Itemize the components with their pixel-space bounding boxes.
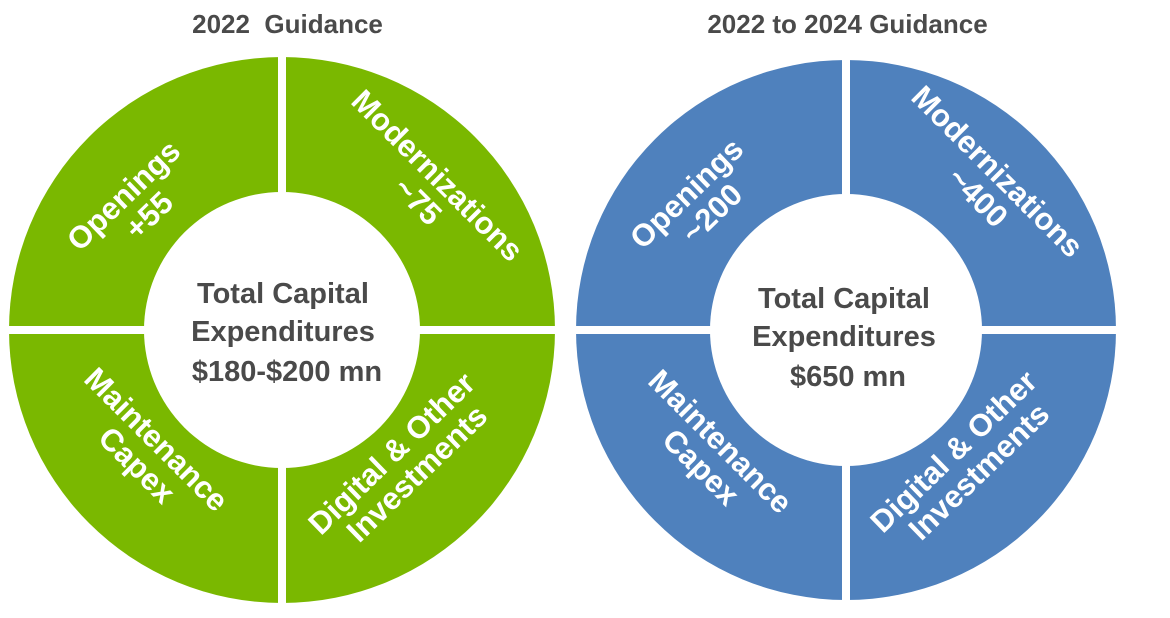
- center-amount: $180-$200 mn: [192, 356, 382, 388]
- donut-hole: [144, 192, 420, 468]
- guidance-2022-title: 2022 Guidance: [192, 9, 383, 39]
- center-total-capex: Total Capital Expenditures $650 mn: [752, 283, 944, 393]
- center-line-1: Total Capital: [197, 278, 369, 310]
- donut-hole: [710, 194, 982, 466]
- center-amount: $650 mn: [790, 361, 906, 393]
- center-total-capex: Total Capital Expenditures $180-$200 mn: [191, 278, 383, 388]
- center-line-2: Expenditures: [752, 321, 936, 353]
- center-line-2: Expenditures: [191, 316, 375, 348]
- center-line-1: Total Capital: [758, 283, 930, 315]
- donut-2022-2024: Openings ~200 Modernizations ~400 Mainte…: [565, 50, 1130, 610]
- guidance-2022-2024-title: 2022 to 2024 Guidance: [707, 9, 988, 39]
- donut-2022: Openings +55 Modernizations ~75 Maintena…: [0, 50, 565, 610]
